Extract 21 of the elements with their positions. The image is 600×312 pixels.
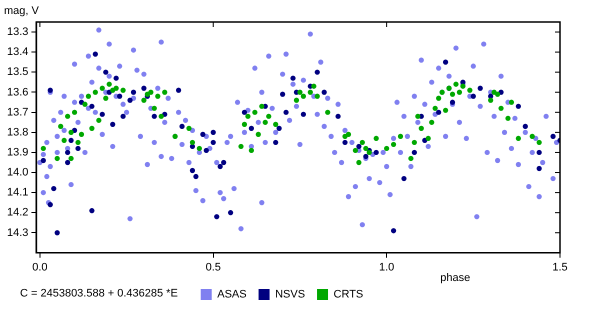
x-tick-label: 1.0 xyxy=(378,261,394,274)
y-tick-label: 13.7 xyxy=(6,106,28,118)
y-tick-label: 13.9 xyxy=(6,146,28,158)
y-tick-label: 13.3 xyxy=(6,26,28,38)
x-tick-label: 1.5 xyxy=(552,261,568,274)
y-tick-label: 14.3 xyxy=(6,226,28,239)
y-tick-label: 14.2 xyxy=(6,206,28,219)
legend-label: NSVS xyxy=(275,288,306,301)
y-tick-label: 13.8 xyxy=(6,126,28,138)
y-tick-label: 13.6 xyxy=(6,86,28,98)
y-tick-label: 14.1 xyxy=(6,186,28,199)
legend-label: CRTS xyxy=(334,288,364,301)
x-axis-title: phase xyxy=(440,272,470,284)
text: C = 2453803.588 + 0.436285 *E xyxy=(20,288,178,300)
x-tick-label: 0.5 xyxy=(206,261,221,274)
y-tick-label: 13.5 xyxy=(6,66,28,78)
y-tick-label: 13.4 xyxy=(6,46,28,58)
legend-label: ASAS xyxy=(217,288,247,301)
y-axis-title: mag, V xyxy=(4,5,40,17)
y-tick-label: 14.0 xyxy=(6,166,28,179)
x-tick-label: 0.0 xyxy=(32,261,48,274)
